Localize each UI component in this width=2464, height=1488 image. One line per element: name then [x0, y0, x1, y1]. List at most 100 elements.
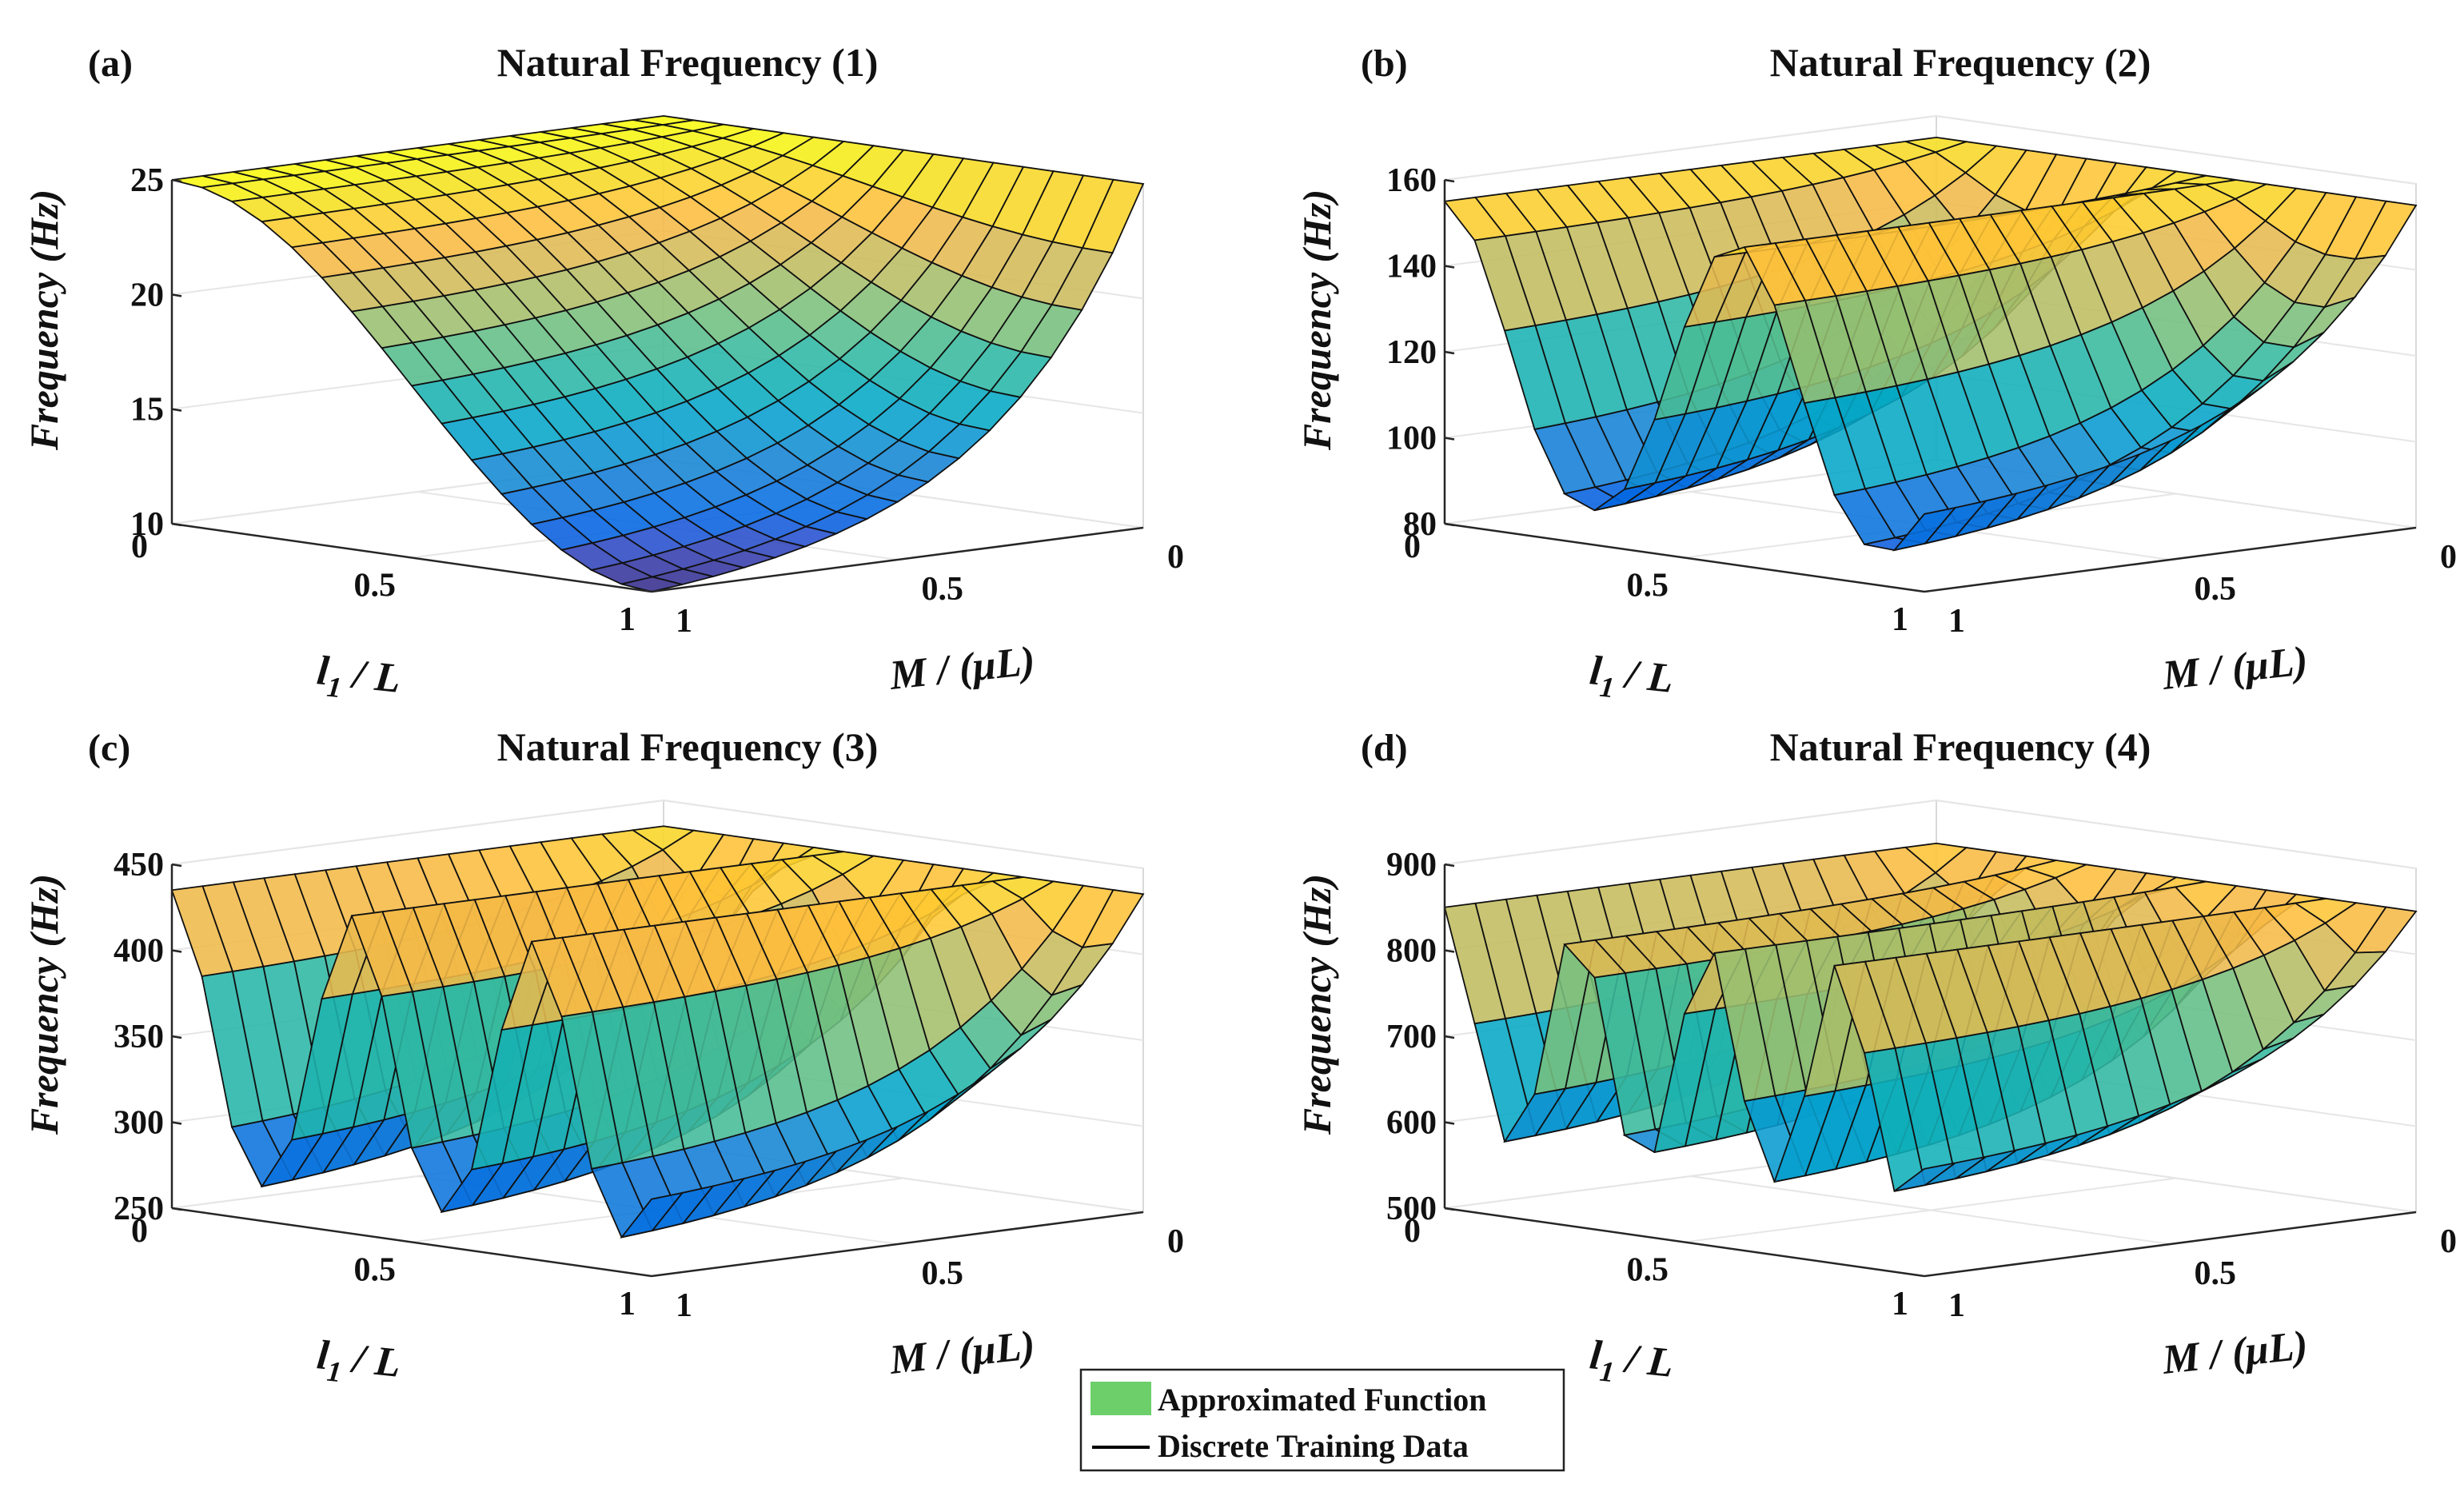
z-tick-label: 20	[130, 277, 164, 313]
panel-2: 80 100 120 140 160 0 0.5 1 0 0.5 1 (b) Natural Frequ…	[1294, 40, 2457, 704]
m-tick-label: 0.5	[922, 1255, 964, 1292]
panel-label: (b)	[1361, 42, 1408, 85]
legend-box	[1079, 1368, 1565, 1472]
m-tick-label: 0.5	[2195, 571, 2237, 608]
z-tick-label: 140	[1386, 249, 1437, 285]
z-tick-mark	[171, 1207, 182, 1211]
z-tick-mark	[1444, 1207, 1455, 1211]
floor-gridline	[1690, 1175, 2171, 1245]
z-tick-label: 15	[130, 392, 164, 429]
l-axis-label-suffix: / L	[341, 651, 403, 702]
panel-title: Natural Frequency (1)	[497, 40, 879, 85]
z-tick-label: 400	[114, 933, 164, 970]
z-tick-mark	[171, 408, 182, 412]
z-tick-label: 80	[1403, 506, 1437, 543]
l-tick-label: 0.5	[1627, 568, 1669, 604]
m-axis-line	[1924, 526, 2417, 593]
surface-1	[171, 115, 1145, 592]
l-axis-label-sub: 1	[1598, 1355, 1616, 1389]
z-tick-label: 25	[130, 162, 164, 199]
m-tick-label: 0	[2440, 1223, 2457, 1260]
l-tick-label: 0	[131, 1213, 148, 1250]
l-axis-label-suffix: / L	[1613, 651, 1676, 702]
legend: Approximated Function Discrete Training …	[1079, 1368, 1565, 1472]
z-tick-mark	[171, 1035, 182, 1039]
m-tick-label: 0.5	[2195, 1255, 2237, 1292]
m-axis-label: M / (μL)	[2159, 638, 2310, 699]
l-tick-label: 0	[1404, 1213, 1421, 1250]
z-tick-mark	[1444, 437, 1455, 441]
m-axis-line	[651, 526, 1144, 593]
z-tick-mark	[171, 522, 182, 527]
z-tick-mark	[1444, 178, 1455, 183]
panel-3: 250 300 350 400 450 0 0.5 1 0 0.5 1 (c) Natural Freq…	[22, 724, 1184, 1389]
z-tick-label: 100	[1386, 421, 1437, 457]
l-axis-line	[1444, 522, 1925, 593]
z-tick-label: 350	[114, 1019, 164, 1055]
z-gridline	[1444, 799, 2417, 869]
surface-patch	[1892, 506, 1957, 552]
m-axis-line	[651, 1211, 1144, 1278]
l-tick-label: 1	[619, 601, 636, 638]
l-tick-label: 0.5	[354, 568, 397, 604]
panel-label: (d)	[1361, 727, 1408, 769]
m-axis-label: M / (μL)	[887, 1322, 1037, 1383]
z-tick-mark	[1444, 863, 1455, 868]
l-axis-label-suffix: / L	[1613, 1335, 1676, 1386]
m-tick-label: 1	[1948, 1287, 1965, 1324]
l-axis-label-sub: 1	[325, 671, 343, 704]
z-tick-mark	[171, 1121, 182, 1125]
panel-title: Natural Frequency (3)	[497, 724, 879, 769]
panel-title: Natural Frequency (2)	[1770, 40, 2151, 85]
z-tick-mark	[1444, 949, 1455, 953]
z-axis-label: Frequency (Hz)	[1294, 874, 1339, 1135]
m-tick-label: 0	[1167, 539, 1184, 576]
l-tick-label: 0.5	[354, 1252, 397, 1289]
z-tick-label: 120	[1386, 334, 1437, 371]
z-axis-label: Frequency (Hz)	[22, 189, 66, 451]
z-tick-mark	[1444, 265, 1455, 269]
m-axis-line	[1924, 1211, 2417, 1278]
surface-patch	[620, 1191, 684, 1239]
surface-patch	[1893, 1162, 1956, 1192]
panel-4: 500 600 700 800 900 0 0.5 1 0 0.5 1 (d) Natural Freq…	[1294, 724, 2457, 1389]
z-tick-label: 160	[1386, 162, 1437, 199]
z-tick-mark	[171, 178, 182, 183]
m-axis-label: M / (μL)	[2159, 1322, 2310, 1383]
z-tick-label: 500	[1386, 1191, 1437, 1227]
l-tick-label: 1	[1892, 601, 1908, 638]
legend-patch	[1090, 1382, 1151, 1415]
m-tick-label: 0	[2440, 539, 2457, 576]
z-tick-label: 700	[1386, 1019, 1437, 1055]
l-tick-label: 1	[1892, 1286, 1908, 1322]
legend-item-training: Discrete Training Data	[1158, 1428, 1469, 1464]
l-tick-label: 0.5	[1627, 1252, 1669, 1289]
m-tick-label: 0.5	[922, 571, 964, 608]
l-axis-label-suffix: / L	[341, 1335, 403, 1386]
z-tick-label: 250	[114, 1191, 164, 1227]
panel-title: Natural Frequency (4)	[1770, 724, 2151, 769]
z-tick-label: 600	[1386, 1105, 1437, 1142]
l-axis-label-prefix: l	[1588, 1332, 1605, 1378]
l-tick-label: 0	[131, 529, 148, 565]
l-axis-line	[171, 522, 652, 593]
panel-label: (a)	[88, 42, 133, 85]
surface-2	[1443, 136, 2418, 552]
z-tick-label: 450	[114, 847, 164, 884]
l-axis-label-sub: 1	[1598, 671, 1616, 704]
l-axis-label-sub: 1	[325, 1355, 343, 1389]
l-tick-label: 1	[619, 1286, 636, 1322]
z-tick-mark	[1444, 1121, 1455, 1125]
m-tick-label: 1	[676, 603, 692, 640]
surface-3	[170, 825, 1145, 1239]
z-tick-mark	[171, 949, 182, 953]
m-tick-label: 0	[1167, 1223, 1184, 1260]
surface-4	[1443, 842, 2418, 1192]
z-axis-label: Frequency (Hz)	[22, 874, 66, 1135]
z-gridline	[171, 799, 1144, 869]
z-tick-mark	[1444, 1035, 1455, 1039]
l-tick-label: 0	[1404, 529, 1421, 565]
z-gridline	[1444, 114, 2417, 185]
